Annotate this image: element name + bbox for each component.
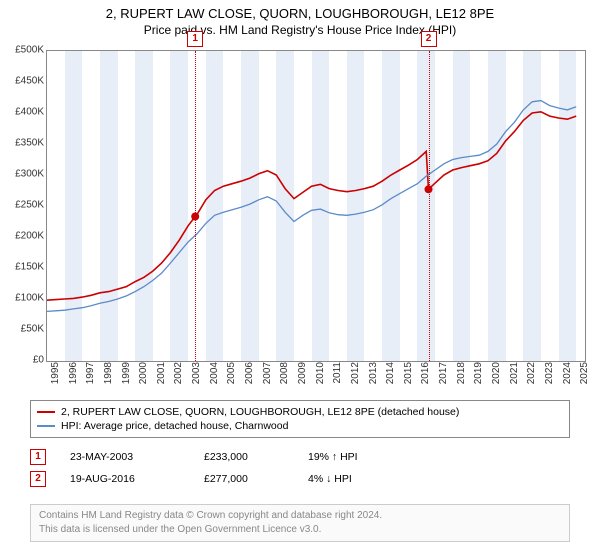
x-tick-label: 1995 <box>50 362 61 392</box>
y-tick-label: £150K <box>4 262 44 273</box>
y-tick-label: £0 <box>4 355 44 366</box>
x-tick-label: 2018 <box>456 362 467 392</box>
sale-diff-2: 4% ↓ HPI <box>308 473 398 485</box>
sale-diff-1: 19% ↑ HPI <box>308 451 398 463</box>
sale-marker-box-2: 2 <box>421 31 437 47</box>
x-tick-label: 2007 <box>262 362 273 392</box>
x-tick-label: 2022 <box>526 362 537 392</box>
y-tick-label: £450K <box>4 76 44 87</box>
legend-swatch-property <box>37 411 55 413</box>
title-block: 2, RUPERT LAW CLOSE, QUORN, LOUGHBOROUGH… <box>0 0 600 37</box>
footer: Contains HM Land Registry data © Crown c… <box>30 504 570 542</box>
sale-vline-2 <box>429 51 430 361</box>
series-hpi <box>47 101 576 312</box>
y-tick-label: £350K <box>4 138 44 149</box>
x-tick-label: 2021 <box>509 362 520 392</box>
legend-label-hpi: HPI: Average price, detached house, Char… <box>61 420 288 432</box>
y-tick-label: £100K <box>4 293 44 304</box>
x-tick-label: 2012 <box>350 362 361 392</box>
x-tick-label: 2016 <box>420 362 431 392</box>
x-tick-label: 2009 <box>297 362 308 392</box>
sale-marker-box-1: 1 <box>187 31 203 47</box>
sale-vline-1 <box>195 51 196 361</box>
x-tick-label: 1996 <box>68 362 79 392</box>
sale-price-2: £277,000 <box>204 473 284 485</box>
x-tick-label: 2010 <box>315 362 326 392</box>
x-tick-label: 2015 <box>403 362 414 392</box>
x-tick-label: 2002 <box>173 362 184 392</box>
footer-line-1: Contains HM Land Registry data © Crown c… <box>39 509 561 523</box>
title-sub: Price paid vs. HM Land Registry's House … <box>0 23 600 37</box>
sale-price-1: £233,000 <box>204 451 284 463</box>
x-tick-label: 2020 <box>491 362 502 392</box>
x-tick-label: 1997 <box>85 362 96 392</box>
chart-area: 12 <box>46 50 586 362</box>
sales-row-1: 1 23-MAY-2003 £233,000 19% ↑ HPI <box>30 446 570 468</box>
sales-table: 1 23-MAY-2003 £233,000 19% ↑ HPI 2 19-AU… <box>30 446 570 490</box>
x-tick-label: 2000 <box>138 362 149 392</box>
x-tick-label: 2024 <box>562 362 573 392</box>
x-tick-label: 2025 <box>579 362 590 392</box>
sale-date-1: 23-MAY-2003 <box>70 451 180 463</box>
sale-marker-1: 1 <box>30 449 46 465</box>
legend-label-property: 2, RUPERT LAW CLOSE, QUORN, LOUGHBOROUGH… <box>61 406 459 418</box>
x-tick-label: 2003 <box>191 362 202 392</box>
sale-date-2: 19-AUG-2016 <box>70 473 180 485</box>
y-tick-label: £500K <box>4 45 44 56</box>
x-tick-label: 1999 <box>121 362 132 392</box>
legend-swatch-hpi <box>37 425 55 427</box>
title-main: 2, RUPERT LAW CLOSE, QUORN, LOUGHBOROUGH… <box>0 6 600 21</box>
x-tick-label: 2011 <box>332 362 343 392</box>
x-tick-label: 2006 <box>244 362 255 392</box>
x-tick-label: 2013 <box>368 362 379 392</box>
sales-row-2: 2 19-AUG-2016 £277,000 4% ↓ HPI <box>30 468 570 490</box>
y-tick-label: £50K <box>4 324 44 335</box>
sale-marker-2: 2 <box>30 471 46 487</box>
chart-svg <box>47 51 585 361</box>
x-tick-label: 2019 <box>473 362 484 392</box>
y-tick-label: £300K <box>4 169 44 180</box>
legend-row-property: 2, RUPERT LAW CLOSE, QUORN, LOUGHBOROUGH… <box>37 405 563 419</box>
legend-row-hpi: HPI: Average price, detached house, Char… <box>37 419 563 433</box>
x-tick-label: 2008 <box>279 362 290 392</box>
x-tick-label: 2005 <box>226 362 237 392</box>
x-tick-label: 2001 <box>156 362 167 392</box>
x-tick-label: 1998 <box>103 362 114 392</box>
legend: 2, RUPERT LAW CLOSE, QUORN, LOUGHBOROUGH… <box>30 400 570 438</box>
y-tick-label: £250K <box>4 200 44 211</box>
x-tick-label: 2004 <box>209 362 220 392</box>
x-tick-label: 2023 <box>544 362 555 392</box>
x-tick-label: 2014 <box>385 362 396 392</box>
x-tick-label: 2017 <box>438 362 449 392</box>
y-tick-label: £400K <box>4 107 44 118</box>
y-tick-label: £200K <box>4 231 44 242</box>
footer-line-2: This data is licensed under the Open Gov… <box>39 523 561 537</box>
series-property <box>47 112 576 300</box>
